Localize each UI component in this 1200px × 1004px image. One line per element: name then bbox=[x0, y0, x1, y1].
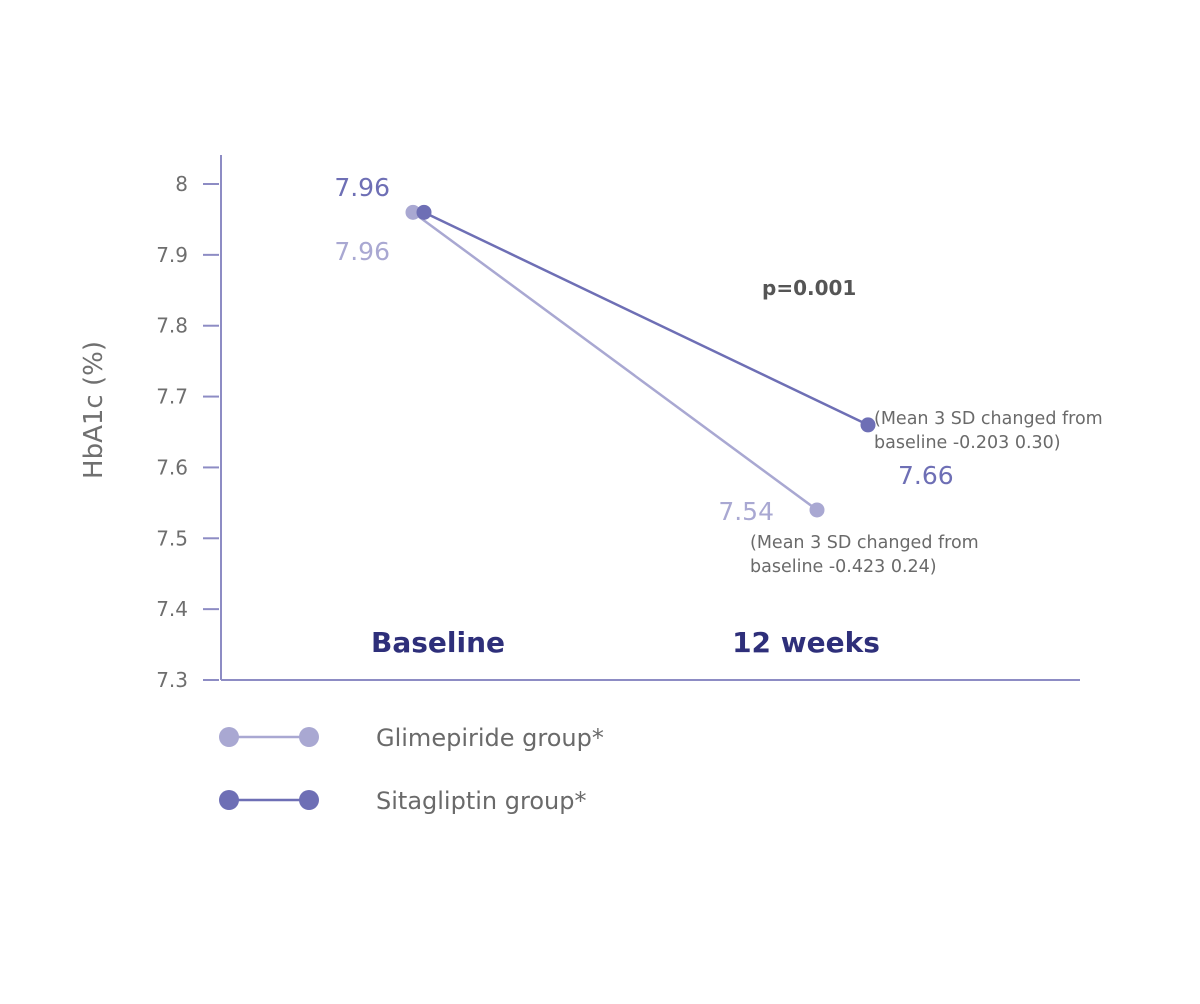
series-line bbox=[412, 211, 818, 511]
legend-entry: Sitagliptin group* bbox=[376, 787, 586, 815]
data-label: 7.66 bbox=[898, 461, 954, 490]
legend-swatch-dot bbox=[299, 790, 319, 810]
data-label: 7.54 bbox=[718, 497, 774, 526]
x-category-label: Baseline bbox=[371, 626, 505, 659]
y-tick-label: 8 bbox=[175, 172, 188, 196]
y-axis-label: HbA1c (%) bbox=[79, 341, 109, 479]
axes: 8 7.9 7.8 7.7 7.6 7.5 7.4 7.3 HbA1c (%) bbox=[79, 155, 1080, 692]
data-label: 7.96 bbox=[334, 173, 390, 202]
data-point bbox=[809, 502, 825, 518]
change-note: (Mean 3 SD changed from bbox=[874, 409, 1103, 429]
y-ticks: 8 7.9 7.8 7.7 7.6 7.5 7.4 7.3 bbox=[156, 172, 219, 692]
y-tick-label: 7.4 bbox=[156, 597, 188, 621]
annotations: (Mean 3 SD changed from baseline -0.423 0… bbox=[750, 409, 1103, 577]
legend-swatch-dot bbox=[219, 727, 239, 747]
series-line bbox=[423, 211, 869, 427]
y-tick-label: 7.9 bbox=[156, 243, 188, 267]
data-labels: 7.96 7.54 7.96 7.66 bbox=[334, 173, 953, 526]
data-point bbox=[416, 204, 432, 220]
legend: Glimepiride group* Sitagliptin group* bbox=[219, 724, 604, 815]
y-tick-label: 7.5 bbox=[156, 526, 188, 550]
y-tick-label: 7.3 bbox=[156, 668, 188, 692]
legend-entry: Glimepiride group* bbox=[376, 724, 604, 752]
category-labels: Baseline 12 weeks bbox=[371, 626, 880, 659]
change-note: baseline -0.203 0.30) bbox=[874, 433, 1061, 453]
y-tick-label: 7.6 bbox=[156, 455, 188, 479]
legend-swatch-dot bbox=[219, 790, 239, 810]
legend-swatch-dot bbox=[299, 727, 319, 747]
data-label: 7.96 bbox=[334, 237, 390, 266]
y-tick-label: 7.8 bbox=[156, 314, 188, 338]
change-note: (Mean 3 SD changed from bbox=[750, 533, 979, 553]
data-point bbox=[860, 417, 876, 433]
series-points bbox=[405, 204, 876, 518]
x-category-label: 12 weeks bbox=[732, 626, 880, 659]
p-value-annotation: p=0.001 bbox=[762, 276, 856, 300]
y-tick-label: 7.7 bbox=[156, 385, 188, 409]
data-point bbox=[405, 204, 421, 220]
change-note: baseline -0.423 0.24) bbox=[750, 557, 937, 577]
series-lines bbox=[412, 211, 869, 511]
